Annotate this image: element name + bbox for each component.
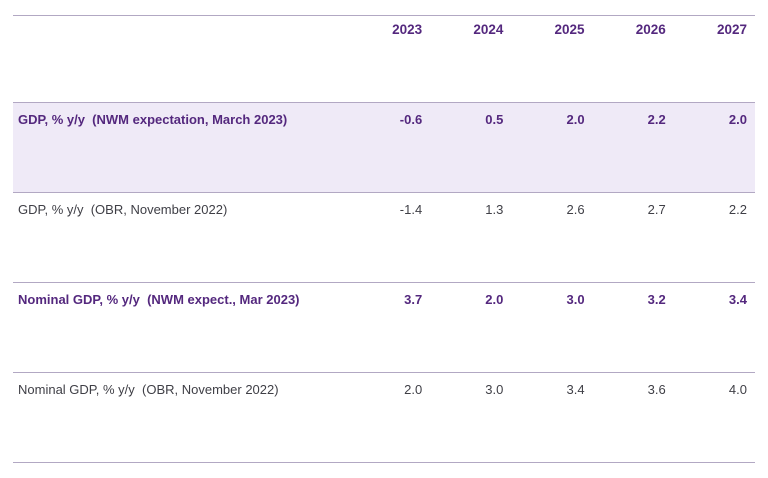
- row-label: Nominal GDP, % y/y (NWM expect., Mar 202…: [13, 282, 349, 373]
- value-cell: 2.2: [673, 192, 755, 283]
- value-cell: 1.3: [430, 192, 512, 283]
- value-cell: 3.2: [592, 282, 674, 373]
- gdp-forecast-table: 2023 2024 2025 2026 2027 GDP, % y/y (NWM…: [13, 15, 755, 463]
- table-row-gdp-obr: GDP, % y/y (OBR, November 2022) -1.4 1.3…: [13, 192, 755, 283]
- row-label: GDP, % y/y (NWM expectation, March 2023): [13, 102, 349, 193]
- value-cell: 3.4: [511, 372, 593, 463]
- value-cell: 2.6: [511, 192, 593, 283]
- value-cell: 2.0: [511, 102, 593, 193]
- year-header-2023: 2023: [349, 15, 431, 103]
- table-row-gdp-nwm: GDP, % y/y (NWM expectation, March 2023)…: [13, 102, 755, 193]
- value-cell: 2.7: [592, 192, 674, 283]
- value-cell: 0.5: [430, 102, 512, 193]
- value-cell: 4.0: [673, 372, 755, 463]
- row-label: GDP, % y/y (OBR, November 2022): [13, 192, 349, 283]
- value-cell: 3.4: [673, 282, 755, 373]
- value-cell: 2.2: [592, 102, 674, 193]
- year-header-row: 2023 2024 2025 2026 2027: [13, 15, 755, 103]
- value-cell: 3.0: [511, 282, 593, 373]
- value-cell: 3.6: [592, 372, 674, 463]
- value-cell: -0.6: [349, 102, 431, 193]
- value-cell: 2.0: [673, 102, 755, 193]
- table-body: GDP, % y/y (NWM expectation, March 2023)…: [13, 102, 755, 463]
- value-cell: 2.0: [349, 372, 431, 463]
- table-row-nominal-gdp-obr: Nominal GDP, % y/y (OBR, November 2022) …: [13, 372, 755, 463]
- value-cell: -1.4: [349, 192, 431, 283]
- year-header-2024: 2024: [430, 15, 512, 103]
- value-cell: 2.0: [430, 282, 512, 373]
- value-cell: 3.7: [349, 282, 431, 373]
- value-cell: 3.0: [430, 372, 512, 463]
- year-header-2027: 2027: [673, 15, 755, 103]
- corner-cell: [13, 15, 349, 103]
- year-header-2026: 2026: [592, 15, 674, 103]
- year-header-2025: 2025: [511, 15, 593, 103]
- table-header: 2023 2024 2025 2026 2027: [13, 15, 755, 103]
- table-row-nominal-gdp-nwm: Nominal GDP, % y/y (NWM expect., Mar 202…: [13, 282, 755, 373]
- row-label: Nominal GDP, % y/y (OBR, November 2022): [13, 372, 349, 463]
